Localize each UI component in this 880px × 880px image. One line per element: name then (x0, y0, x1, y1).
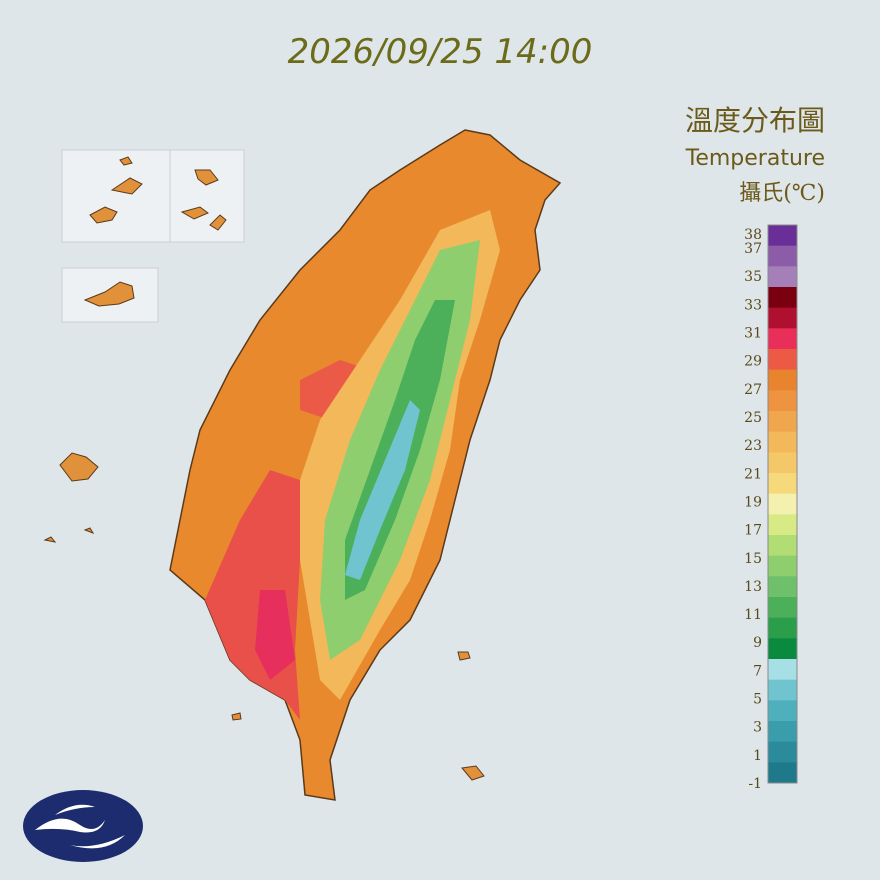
legend-swatch (768, 245, 797, 267)
legend-label: 31 (744, 326, 762, 342)
legend-label: 7 (753, 663, 762, 679)
legend-swatch (768, 721, 797, 743)
legend-swatch (768, 307, 797, 329)
legend-swatch (768, 555, 797, 577)
hot-region (255, 590, 295, 680)
legend-label: 15 (744, 551, 762, 567)
legend-label: 23 (744, 438, 762, 454)
legend-swatch (768, 225, 797, 247)
legend-swatch (768, 431, 797, 453)
legend-label: 1 (753, 748, 762, 764)
island-insets (43, 149, 485, 781)
legend-swatch (768, 328, 797, 350)
timestamp: 2026/09/25 14:00 (288, 32, 593, 72)
legend-swatch (768, 597, 797, 619)
legend-swatch (768, 576, 797, 598)
cold-region (345, 400, 420, 580)
legend-swatch (768, 493, 797, 515)
legend-label: 19 (744, 494, 762, 510)
legend-label: 38 (744, 227, 762, 243)
legend-swatch (768, 287, 797, 309)
logo-ellipse (23, 790, 143, 862)
legend-swatch (768, 659, 797, 681)
legend-subtitle: Temperature (685, 146, 825, 171)
legend-label: 33 (744, 297, 762, 313)
legend-swatch (768, 535, 797, 557)
legend-unit: 攝氏(℃) (739, 181, 825, 206)
legend-label: 29 (744, 354, 762, 370)
logo (23, 790, 143, 862)
logo-wave (35, 804, 125, 849)
legend-swatch (768, 390, 797, 412)
legend-swatch (768, 762, 797, 784)
island (89, 156, 227, 231)
legend-label: 21 (744, 466, 762, 482)
legend-label: 3 (753, 720, 762, 736)
taiwan (169, 129, 562, 801)
legend-label: 35 (744, 269, 762, 285)
legend-label: 37 (744, 241, 762, 257)
legend-swatch (768, 638, 797, 660)
legend-swatch (768, 514, 797, 536)
legend-swatch (768, 700, 797, 722)
legend-label: -1 (748, 776, 762, 792)
island (43, 452, 99, 543)
legend-swatch (768, 349, 797, 371)
legend-label: 25 (744, 410, 762, 426)
legend-swatch (768, 266, 797, 288)
legend-swatch (768, 411, 797, 433)
legend-label: 11 (744, 607, 762, 623)
legend-label: 13 (744, 579, 762, 595)
legend-swatch (768, 617, 797, 639)
legend-swatch (768, 741, 797, 763)
legend-swatch (768, 369, 797, 391)
legend-swatch (768, 679, 797, 701)
legend-frame (767, 224, 798, 784)
legend-swatch (768, 452, 797, 474)
legend-label: 5 (753, 692, 762, 708)
legend-title: 溫度分布圖 (685, 104, 825, 137)
island (231, 651, 485, 781)
legend-label: 17 (744, 523, 762, 539)
legend-label: 9 (753, 635, 762, 651)
legend-label: 27 (744, 382, 762, 398)
legend-swatch (768, 473, 797, 495)
island (83, 281, 135, 307)
